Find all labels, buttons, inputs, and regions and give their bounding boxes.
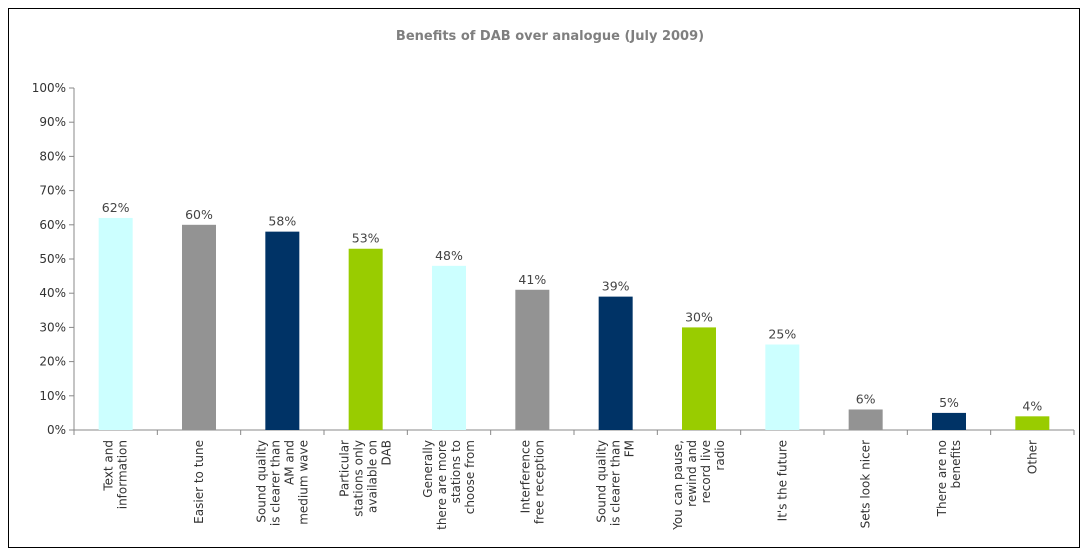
y-axis-ticks: 0% 10% 20% 30% 40% 50% 60% 70% 80% 90% 100%: [32, 81, 74, 437]
category-label-line: choose from: [463, 440, 477, 514]
bar: [515, 289, 550, 430]
category-label-line: is clearer than: [268, 440, 282, 526]
category-label-text: Text andinformation: [102, 440, 130, 509]
bar: [932, 412, 966, 430]
category-label-line: Other: [1025, 440, 1039, 474]
category-label: You can pause,rewind andrecord liveradio: [671, 440, 727, 531]
category-label-line: stations to: [449, 440, 463, 503]
y-tick-label: 10%: [39, 389, 66, 403]
category-label-line: rewind and: [685, 440, 699, 507]
category-label: Other: [1025, 440, 1039, 474]
category-label-line: is clearer than: [609, 440, 623, 526]
y-tick-label: 80%: [39, 149, 66, 163]
bars: [98, 217, 1050, 430]
data-label: 30%: [685, 309, 713, 324]
bar: [848, 409, 883, 430]
data-label: 6%: [856, 391, 876, 406]
data-label: 25%: [768, 327, 796, 342]
y-tick-label: 90%: [39, 115, 66, 129]
bar: [98, 217, 133, 430]
category-label-text: You can pause,rewind andrecord liveradio: [671, 440, 727, 531]
category-label-line: medium wave: [296, 440, 310, 525]
category-label-line: FM: [623, 440, 637, 457]
y-tick-label: 0%: [47, 423, 66, 437]
data-label: 39%: [602, 279, 630, 294]
category-label: Interferencefree reception: [518, 440, 546, 524]
bar: [348, 248, 383, 430]
y-tick-label: 60%: [39, 218, 66, 232]
chart-axes: [73, 88, 1075, 435]
data-label: 60%: [185, 207, 213, 222]
category-label-text: Generallythere are morestations tochoose…: [421, 440, 477, 530]
category-label-line: stations only: [352, 440, 366, 517]
category-label-text: Sound qualityis clearer thanFM: [595, 440, 637, 526]
data-label: 48%: [435, 248, 463, 263]
category-label-line: AM and: [282, 440, 296, 485]
category-label-text: It's the future: [775, 440, 789, 521]
category-label-text: There are nobenefits: [935, 440, 963, 517]
category-labels: Text andinformation Easier to tune Sound q…: [102, 440, 1040, 531]
category-label: Particularstations onlyavailable onDAB: [338, 440, 394, 517]
y-tick-label: 100%: [32, 81, 66, 95]
category-label-text: Other: [1025, 440, 1039, 474]
category-label-line: You can pause,: [671, 440, 685, 531]
bar: [182, 224, 216, 430]
category-label-text: Easier to tune: [192, 440, 206, 524]
category-label-text: Particularstations onlyavailable onDAB: [338, 440, 394, 517]
category-label-line: Sound quality: [254, 440, 268, 523]
data-label: 58%: [268, 214, 296, 229]
category-label-line: It's the future: [775, 440, 789, 521]
bar: [682, 327, 716, 430]
data-label: 41%: [518, 272, 546, 287]
bar: [265, 231, 300, 430]
category-label-line: benefits: [949, 440, 963, 489]
category-label: Text andinformation: [102, 440, 130, 509]
category-label-text: Sound qualityis clearer thanAM andmedium…: [254, 440, 310, 526]
category-label-line: Sets look nicer: [859, 440, 873, 528]
y-tick-label: 50%: [39, 252, 66, 266]
category-label-line: There are no: [935, 440, 949, 517]
category-label: It's the future: [775, 440, 789, 521]
category-label-line: Sound quality: [595, 440, 609, 523]
category-label-line: Text and: [102, 440, 116, 492]
category-label-line: there are more: [435, 440, 449, 530]
data-label: 62%: [102, 200, 130, 215]
category-label-line: Easier to tune: [192, 440, 206, 524]
chart-title: Benefits of DAB over analogue (July 2009…: [396, 29, 704, 44]
category-label: Sets look nicer: [859, 440, 873, 528]
category-label-line: DAB: [380, 440, 394, 465]
category-label: There are nobenefits: [935, 440, 963, 517]
category-label-line: Generally: [421, 440, 435, 498]
bar: [432, 265, 466, 430]
category-label-line: available on: [366, 440, 380, 513]
category-label-line: free reception: [532, 440, 546, 524]
y-tick-label: 30%: [39, 320, 66, 334]
y-tick-label: 40%: [39, 286, 66, 300]
category-label-line: record live: [699, 440, 713, 503]
category-label-text: Interferencefree reception: [518, 440, 546, 524]
category-label-text: Sets look nicer: [859, 440, 873, 528]
category-label-line: Particular: [338, 440, 352, 497]
category-label: Generallythere are morestations tochoose…: [421, 440, 477, 530]
category-label: Easier to tune: [192, 440, 206, 524]
category-label-line: Interference: [518, 440, 532, 513]
y-tick-label: 20%: [39, 355, 66, 369]
category-label-line: radio: [713, 440, 727, 471]
category-label: Sound qualityis clearer thanFM: [595, 440, 637, 526]
data-label: 53%: [352, 231, 380, 246]
data-label: 5%: [939, 395, 959, 410]
category-label: Sound qualityis clearer thanAM andmedium…: [254, 440, 310, 526]
data-labels: 62% 60% 58% 53% 48% 41% 39% 30% 25% 6% 5% 4%: [102, 200, 1043, 413]
data-label: 4%: [1022, 398, 1042, 413]
bar: [598, 296, 633, 430]
category-label-line: information: [116, 440, 130, 509]
bar: [765, 344, 800, 430]
bar: [1015, 416, 1050, 430]
y-tick-label: 70%: [39, 184, 66, 198]
